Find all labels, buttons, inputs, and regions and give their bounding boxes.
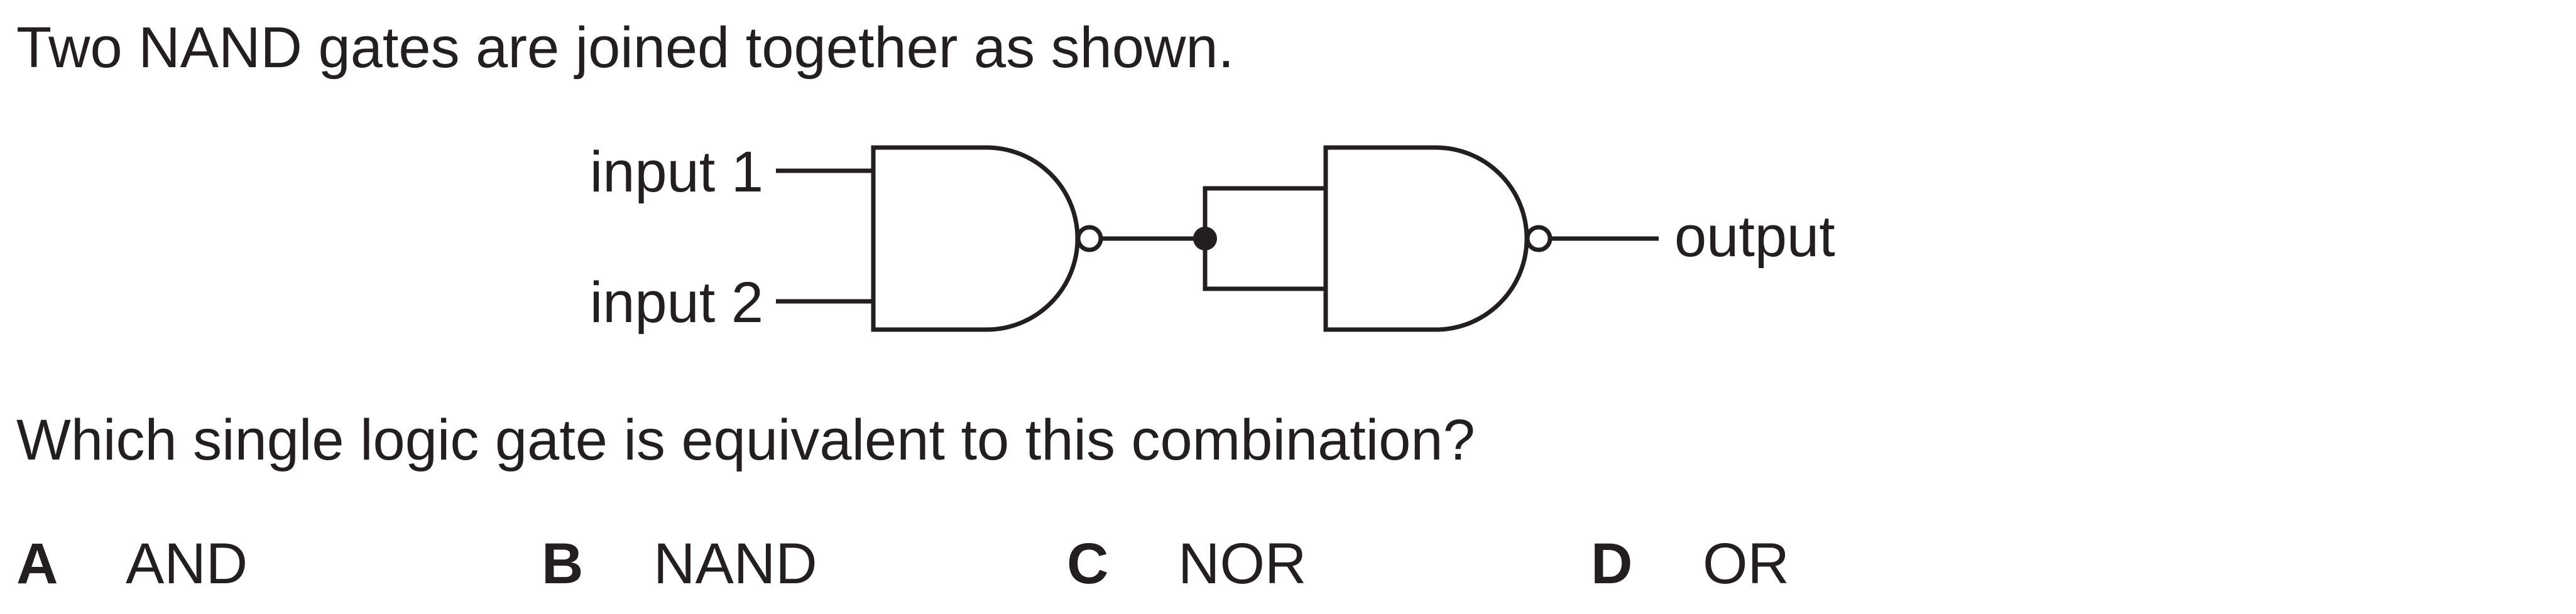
junction-dot <box>1193 227 1217 250</box>
nand-gate-1 <box>871 145 1080 332</box>
nand-gate-2 <box>1323 145 1529 332</box>
option-a-letter: A <box>16 532 58 596</box>
option-b-letter: B <box>542 532 584 596</box>
option-b-text: NAND <box>653 532 817 596</box>
option-c-text: NOR <box>1178 532 1307 596</box>
option-c-letter: C <box>1067 532 1109 596</box>
inversion-bubble-2 <box>1525 225 1553 252</box>
question-text: Which single logic gate is equivalent to… <box>16 408 1475 472</box>
inversion-bubble-1 <box>1076 225 1103 252</box>
intro-text: Two NAND gates are joined together as sh… <box>16 16 1235 80</box>
output-label: output <box>1674 205 1835 269</box>
input-1-label: input 1 <box>590 140 763 204</box>
input-2-label: input 2 <box>590 271 763 335</box>
option-d-letter: D <box>1591 532 1633 596</box>
option-d-text: OR <box>1703 532 1789 596</box>
split-wire <box>1203 186 1326 291</box>
option-a-text: AND <box>126 532 248 596</box>
